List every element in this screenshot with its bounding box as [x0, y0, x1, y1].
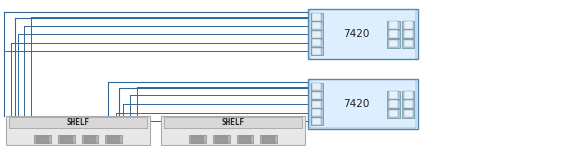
Bar: [311, 13, 323, 21]
Bar: [58, 135, 75, 143]
Bar: [312, 13, 321, 21]
Bar: [239, 136, 251, 143]
Bar: [60, 136, 72, 143]
Bar: [81, 135, 98, 143]
Bar: [192, 136, 204, 143]
Bar: [260, 135, 277, 143]
Bar: [403, 21, 412, 29]
Bar: [310, 80, 416, 128]
Bar: [311, 47, 323, 55]
Bar: [311, 83, 323, 91]
Bar: [403, 110, 412, 117]
Text: 7420: 7420: [343, 99, 369, 109]
Bar: [37, 136, 49, 143]
Bar: [312, 83, 321, 90]
Bar: [402, 109, 414, 118]
Bar: [312, 48, 321, 55]
Bar: [162, 116, 305, 145]
Bar: [403, 100, 412, 108]
Bar: [402, 39, 414, 48]
Bar: [34, 135, 51, 143]
Bar: [263, 136, 275, 143]
Text: 7420: 7420: [343, 29, 369, 39]
Bar: [388, 100, 399, 108]
Bar: [311, 22, 323, 30]
Bar: [213, 135, 230, 143]
Bar: [312, 31, 321, 38]
Bar: [312, 22, 321, 29]
Bar: [237, 135, 254, 143]
Bar: [311, 109, 323, 117]
Bar: [311, 117, 323, 125]
Bar: [311, 39, 323, 47]
Bar: [389, 30, 398, 38]
Bar: [312, 92, 321, 99]
Bar: [9, 117, 147, 128]
Bar: [215, 136, 228, 143]
Bar: [402, 100, 414, 108]
Bar: [402, 91, 414, 99]
Bar: [388, 109, 399, 118]
Bar: [403, 30, 412, 38]
Bar: [402, 21, 414, 29]
Text: SHELF: SHELF: [67, 118, 90, 127]
Bar: [389, 100, 398, 108]
Bar: [403, 40, 412, 47]
Bar: [403, 91, 412, 98]
Bar: [105, 135, 122, 143]
Bar: [164, 117, 302, 128]
Bar: [312, 109, 321, 116]
Text: SHELF: SHELF: [221, 118, 245, 127]
Bar: [389, 91, 398, 98]
Bar: [311, 100, 323, 108]
Bar: [312, 101, 321, 108]
Bar: [189, 135, 206, 143]
Bar: [389, 21, 398, 29]
Bar: [312, 118, 321, 125]
Bar: [388, 39, 399, 48]
Bar: [388, 30, 399, 38]
Bar: [107, 136, 120, 143]
Bar: [6, 116, 150, 145]
Bar: [311, 30, 323, 38]
Bar: [84, 136, 96, 143]
Bar: [312, 39, 321, 46]
Bar: [310, 10, 416, 59]
Bar: [402, 30, 414, 38]
Bar: [389, 40, 398, 47]
FancyBboxPatch shape: [308, 79, 418, 129]
Bar: [388, 21, 399, 29]
FancyBboxPatch shape: [308, 9, 418, 59]
Bar: [389, 110, 398, 117]
Bar: [388, 91, 399, 99]
Bar: [311, 91, 323, 100]
